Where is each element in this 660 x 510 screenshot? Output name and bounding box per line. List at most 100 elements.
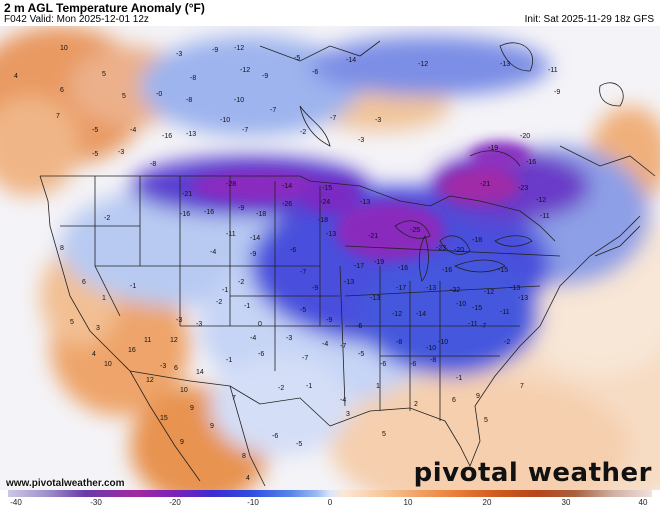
anomaly-label: -32 [450,287,460,294]
anomaly-label: -21 [480,181,490,188]
anomaly-label: -1 [222,287,228,294]
anomaly-label: -12 [392,311,402,318]
anomaly-label: -4 [340,397,346,404]
anomaly-label: -28 [226,181,236,188]
anomaly-label: 9 [476,393,480,400]
anomaly-label: 6 [82,279,86,286]
anomaly-label: -8 [396,339,402,346]
anomaly-label: -3 [160,363,166,370]
colorbar-tick: -40 [10,498,22,507]
anomaly-label: -1 [456,375,462,382]
anomaly-label: -2 [104,215,110,222]
anomaly-label: -6 [410,361,416,368]
anomaly-label: -23 [518,185,528,192]
anomaly-label: -6 [272,433,278,440]
colorbar: -40 -30 -20 -10 0 10 20 30 40 [0,490,660,510]
anomaly-label: 12 [146,377,154,384]
anomaly-label: -6 [258,351,264,358]
anomaly-label: -20 [520,133,530,140]
anomaly-label: -16 [162,133,172,140]
anomaly-label: -26 [282,201,292,208]
anomaly-label: 9 [180,439,184,446]
colorbar-tick: -20 [169,498,181,507]
anomaly-label: 4 [92,351,96,358]
anomaly-label: 16 [128,347,136,354]
anomaly-label: 15 [160,415,168,422]
anomaly-label: 10 [104,361,112,368]
anomaly-label: -9 [238,205,244,212]
anomaly-label: -9 [262,73,268,80]
colorbar-tick: 40 [638,498,648,507]
anomaly-label: -9 [554,89,560,96]
anomaly-label: -5 [296,441,302,448]
anomaly-label: -10 [438,339,448,346]
anomaly-label: 9 [210,423,214,430]
anomaly-label: -4 [210,249,216,256]
anomaly-label: 14 [196,369,204,376]
anomaly-label: 9 [190,405,194,412]
anomaly-label: -14 [282,183,292,190]
anomaly-label: 2 [414,401,418,408]
anomaly-label: -25 [410,227,420,234]
anomaly-label: -19 [488,145,498,152]
anomaly-label: -12 [234,45,244,52]
anomaly-label: -17 [354,263,364,270]
map-canvas: 10 5 4 6 7 5 -0 -8 -3 -8 -9 -12 -12 -6 -… [0,26,660,490]
anomaly-label: -18 [472,237,482,244]
anomaly-label: -3 [118,149,124,156]
colorbar-strip [8,490,652,497]
anomaly-label: -13 [326,231,336,238]
anomaly-label: -3 [196,321,202,328]
anomaly-label: 5 [70,319,74,326]
anomaly-label: -7 [340,343,346,350]
anomaly-label: 12 [170,337,178,344]
anomaly-label: -15 [498,267,508,274]
anomaly-label: -5 [294,55,300,62]
anomaly-label: -10 [220,117,230,124]
anomaly-label: -6 [312,69,318,76]
anomaly-label: -7 [302,355,308,362]
anomaly-label: -15 [322,185,332,192]
anomaly-label: -15 [472,305,482,312]
map-title: 2 m AGL Temperature Anomaly (°F) [4,1,205,15]
colorbar-tick: -10 [247,498,259,507]
anomaly-label: -2 [238,279,244,286]
anomaly-label: -20 [454,247,464,254]
anomaly-label: 6 [60,87,64,94]
anomaly-label: -17 [396,285,406,292]
anomaly-label: -2 [278,385,284,392]
anomaly-label: -4 [130,127,136,134]
anomaly-label: -11 [500,309,510,316]
anomaly-label: -13 [426,285,436,292]
anomaly-label: 3 [346,411,350,418]
anomaly-label: -5 [92,127,98,134]
anomaly-label: 4 [14,73,18,80]
anomaly-label: -1 [306,383,312,390]
anomaly-label: -16 [398,265,408,272]
anomaly-label: -6 [380,361,386,368]
header: 2 m AGL Temperature Anomaly (°F) F042 Va… [0,0,660,26]
anomaly-label: -8 [186,97,192,104]
anomaly-label: -7 [270,107,276,114]
anomaly-label: 6 [452,397,456,404]
anomaly-label: -16 [204,209,214,216]
anomaly-label: 10 [60,45,68,52]
anomaly-label: -8 [430,357,436,364]
anomaly-label: -18 [256,211,266,218]
anomaly-label: -19 [374,259,384,266]
anomaly-label: -8 [150,161,156,168]
anomaly-label: -18 [318,217,328,224]
anomaly-label: 4 [246,475,250,482]
anomaly-label: -3 [286,335,292,342]
anomaly-label: 3 [96,325,100,332]
anomaly-label: -0 [156,91,162,98]
anomaly-map[interactable]: 10 5 4 6 7 5 -0 -8 -3 -8 -9 -12 -12 -6 -… [0,26,660,490]
anomaly-label: -12 [536,197,546,204]
anomaly-label: -10 [234,97,244,104]
anomaly-label: 5 [122,93,126,100]
anomaly-label: 5 [382,431,386,438]
geography-lines [39,40,656,487]
anomaly-label: -11 [226,231,236,238]
anomaly-label: -13 [500,61,510,68]
anomaly-label: -2 [504,339,510,346]
